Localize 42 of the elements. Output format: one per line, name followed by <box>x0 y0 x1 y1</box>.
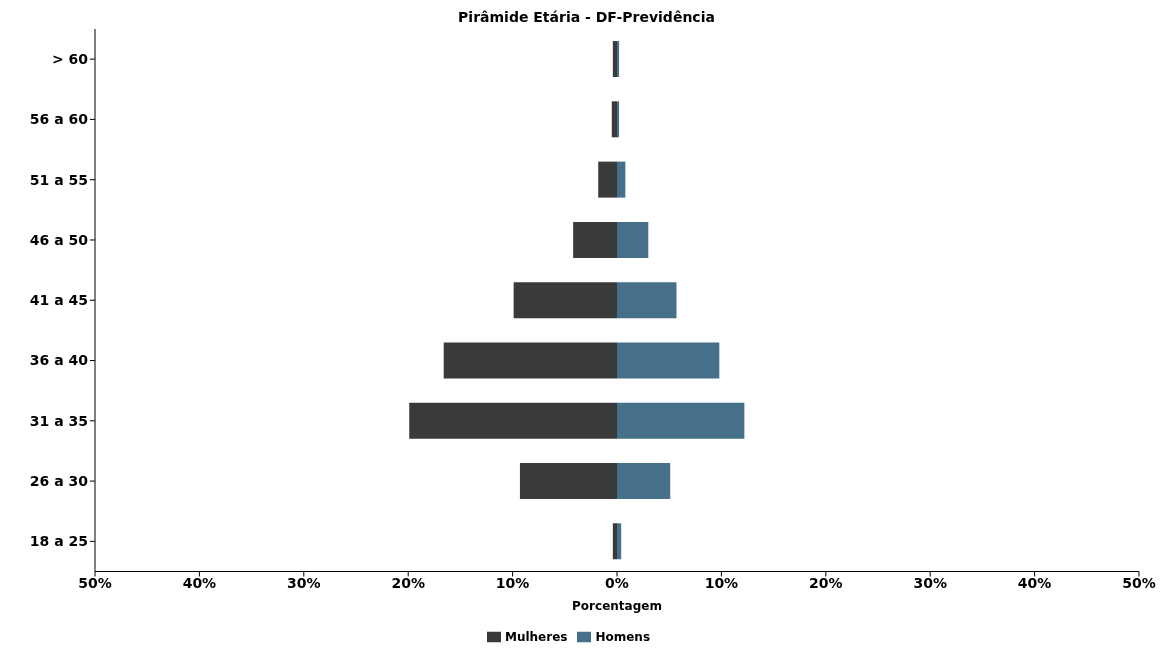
bar <box>598 161 617 198</box>
y-tick-label: 51 a 55 <box>29 171 88 188</box>
x-tick-label: 10% <box>704 575 739 592</box>
x-tick-label: 20% <box>809 575 843 592</box>
x-tick-label: 10% <box>495 575 530 592</box>
bar <box>617 101 620 138</box>
bar <box>573 221 617 258</box>
x-tick-label: 40% <box>1017 575 1052 592</box>
x-tick-label: 50% <box>1122 575 1156 592</box>
bar <box>617 221 649 258</box>
legend-label: Mulheres <box>504 629 568 644</box>
chart-title: Pirâmide Etária - DF-Previdência <box>457 8 716 27</box>
bar <box>519 463 617 499</box>
y-tick-label: 18 a 25 <box>29 533 88 550</box>
bar <box>617 463 671 499</box>
x-tick-label: 20% <box>391 575 425 592</box>
y-tick-label: 41 a 45 <box>29 292 88 309</box>
bar <box>617 402 745 439</box>
x-tick-label: 30% <box>913 575 947 592</box>
x-axis-title: Porcentagem <box>572 598 662 613</box>
bar <box>612 523 617 560</box>
bar <box>612 41 617 78</box>
y-tick-label: > 60 <box>51 51 89 68</box>
x-tick-label: 30% <box>287 575 321 592</box>
x-tick-label: 50% <box>78 575 112 592</box>
y-tick-label: 31 a 35 <box>29 412 88 429</box>
bar <box>617 41 620 78</box>
y-tick-label: 56 a 60 <box>29 111 89 128</box>
legend-label: Homens <box>595 629 651 644</box>
bar <box>443 342 617 379</box>
bar <box>617 282 677 319</box>
x-tick-label: 40% <box>182 575 217 592</box>
bar <box>617 161 626 198</box>
y-tick-label: 26 a 30 <box>29 473 89 490</box>
bar <box>409 402 617 439</box>
bar <box>617 523 622 560</box>
y-tick-label: 46 a 50 <box>29 231 89 248</box>
bar <box>611 101 617 138</box>
bar <box>513 282 617 319</box>
y-tick-label: 36 a 40 <box>29 352 89 369</box>
x-tick-label: 0% <box>605 575 629 592</box>
bar <box>617 342 720 379</box>
